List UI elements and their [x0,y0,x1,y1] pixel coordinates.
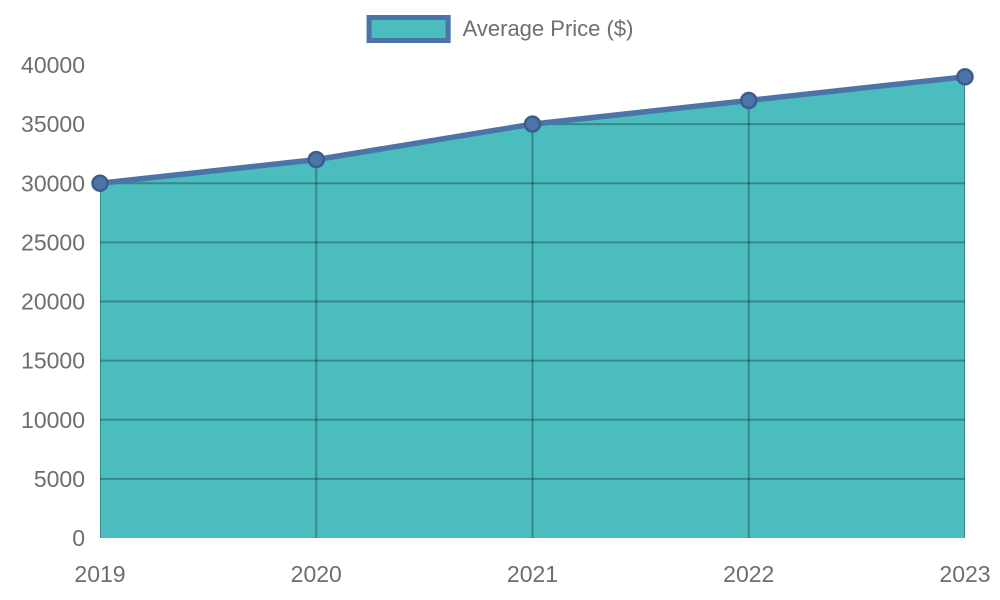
y-tick-label: 30000 [21,170,85,196]
y-tick-label: 35000 [21,111,85,137]
x-tick-label: 2022 [723,561,774,587]
y-tick-label: 25000 [21,229,85,255]
legend-label: Average Price ($) [462,16,634,41]
x-tick-label: 2020 [291,561,342,587]
y-tick-label: 5000 [34,466,85,492]
y-tick-label: 0 [72,525,85,551]
legend-swatch [366,15,451,43]
y-tick-label: 10000 [21,407,85,433]
grid [100,76,965,538]
x-tick-label: 2021 [507,561,558,587]
x-tick-label: 2019 [74,561,125,587]
data-point-2020 [307,150,325,169]
y-tick-label: 15000 [21,348,85,374]
x-tick-label: 2023 [939,561,990,587]
legend: Average Price ($) [366,15,634,43]
y-tick-label: 20000 [21,289,85,315]
data-point-2022 [740,91,758,110]
area-fill [100,76,965,538]
data-point-2021 [523,115,542,133]
y-tick-label: 40000 [21,52,85,78]
data-point-2019 [91,174,109,192]
data-point-2023 [956,68,974,86]
